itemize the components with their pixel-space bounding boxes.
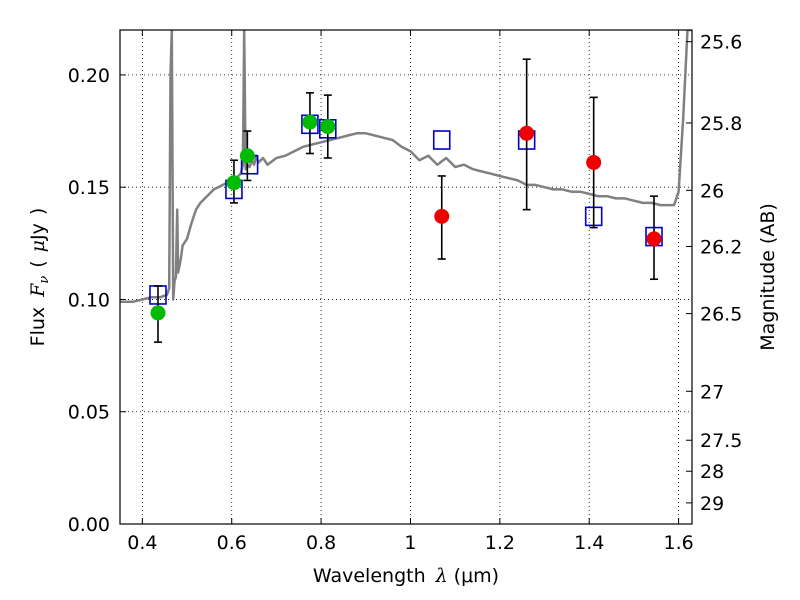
marks (149, 58, 663, 343)
data-point-red (586, 154, 602, 170)
x-tick-label: 1.2 (485, 532, 515, 554)
y2-axis-title: Magnitude (AB) (757, 203, 779, 351)
sed-line (120, 30, 692, 303)
y2-tick-label: 29 (700, 493, 724, 515)
x-axis-title: Wavelength λ (μm) (313, 565, 499, 587)
y2-tick-label: 25.8 (700, 113, 742, 135)
y-tick-label: 0.00 (68, 514, 110, 536)
bandpass-square (432, 130, 451, 150)
x-tick-label: 1 (404, 532, 416, 554)
y-tick-label: 0.20 (68, 65, 110, 87)
x-tick-label: 0.8 (306, 532, 336, 554)
grid (120, 30, 692, 525)
ticks: 0.4 0.6 0.8 1 1.2 1.4 1.6 0.00 0.05 0.10 0.15 0.20 2… (68, 30, 742, 554)
data-point-green (150, 305, 166, 321)
x-tick-label: 0.4 (127, 532, 157, 554)
y-tick-label: 0.10 (68, 289, 110, 311)
y2-tick-label: 27.5 (700, 430, 742, 452)
x-tick-label: 0.6 (217, 532, 247, 554)
data-point-green (239, 148, 255, 164)
sed-group (120, 30, 692, 303)
y2-tick-label: 26.5 (700, 304, 742, 326)
data-point-red (434, 208, 450, 224)
y2-tick-label: 26 (700, 180, 724, 202)
data-point-green (320, 119, 336, 135)
x-tick-label: 1.6 (663, 532, 693, 554)
data-point-red (519, 125, 535, 141)
y2-tick-label: 27 (700, 381, 724, 403)
y2-tick-label: 25.6 (700, 32, 742, 54)
y-tick-label: 0.15 (68, 177, 110, 199)
y-tick-label: 0.05 (68, 402, 110, 424)
y-axis-title: FluxFν(μJy) (27, 208, 52, 347)
y2-tick-label: 26.2 (700, 236, 742, 258)
plot-frame (119, 29, 693, 525)
data-point-green (226, 175, 242, 191)
data-point-red (646, 231, 662, 247)
x-tick-label: 1.4 (574, 532, 604, 554)
y2-tick-label: 28 (700, 461, 724, 483)
data-point-green (302, 114, 318, 130)
